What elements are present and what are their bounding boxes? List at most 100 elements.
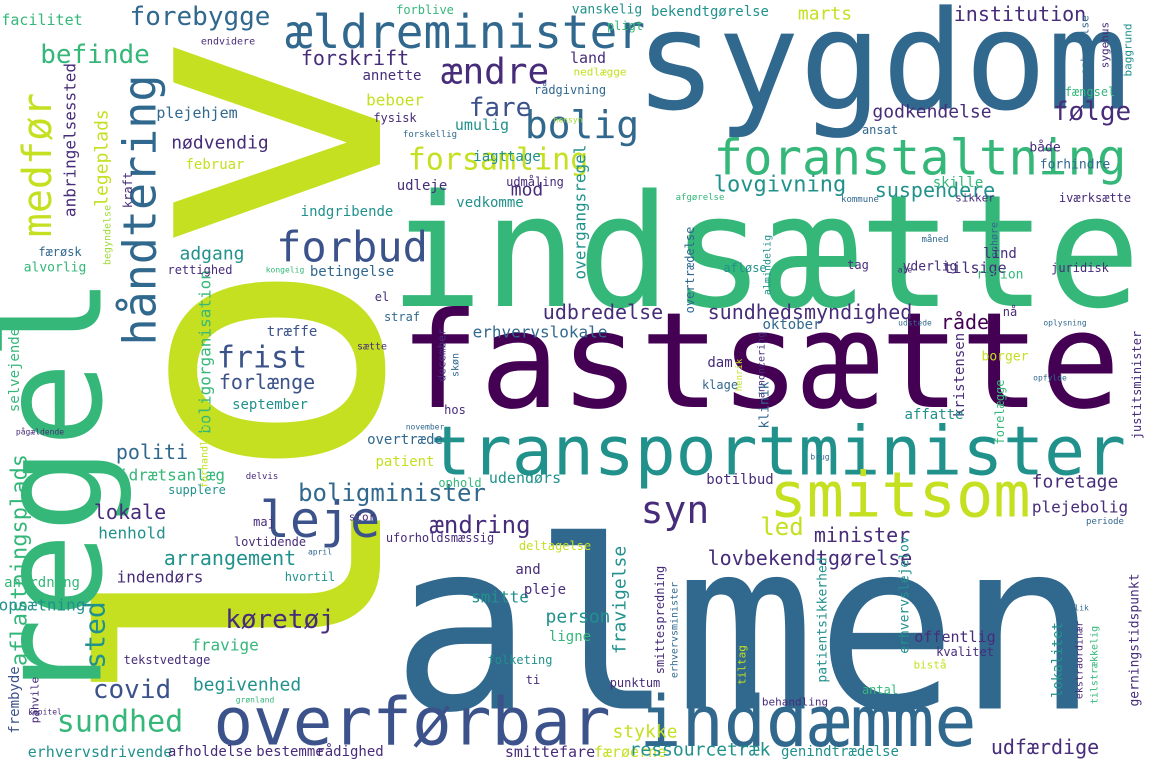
word: erhvervslejelov xyxy=(898,536,913,654)
word: stykke xyxy=(612,722,677,743)
word: grønland xyxy=(236,696,275,705)
word: transportminister xyxy=(430,413,1126,492)
word: klage xyxy=(702,378,738,392)
word: overgangsregel xyxy=(571,145,590,280)
word: sygdom xyxy=(635,0,1130,142)
word: antal xyxy=(862,683,898,697)
word: plejebolig xyxy=(1032,498,1128,517)
word: begyndelse xyxy=(103,205,114,265)
word: brug xyxy=(810,453,829,462)
word: punktum xyxy=(610,676,661,690)
word: lovgivning xyxy=(714,173,846,198)
word: sundhedsmyndighed xyxy=(708,300,913,324)
word: bistå xyxy=(913,659,946,672)
word: region xyxy=(977,268,1024,283)
word: skøn xyxy=(451,353,462,377)
word: tilsige xyxy=(943,259,1006,277)
word: kapitel xyxy=(28,708,62,717)
word: annette xyxy=(362,68,421,84)
word: kvalitet xyxy=(936,645,994,659)
word: forebygge xyxy=(130,2,271,32)
word: fare xyxy=(469,93,532,123)
word: afløse xyxy=(723,261,766,275)
word: rådighed xyxy=(316,743,383,760)
word: el xyxy=(375,290,389,304)
word: nedlægge xyxy=(574,66,627,79)
word: fysisk xyxy=(373,111,417,125)
word: minister xyxy=(814,523,910,547)
word: tekstvedtage xyxy=(124,653,211,667)
word: sygehus xyxy=(1099,22,1112,68)
word: både xyxy=(1029,141,1060,156)
word: træffe xyxy=(267,324,318,340)
word: skille xyxy=(933,175,984,191)
word: sætte xyxy=(357,342,387,353)
word: bekendtgørelse xyxy=(651,4,769,20)
word: smitte xyxy=(471,588,529,607)
word: råde xyxy=(941,310,989,334)
word: ti xyxy=(526,673,540,687)
word: iværksætte xyxy=(1059,191,1131,205)
word: henblik xyxy=(1055,604,1089,613)
word: offentlig xyxy=(914,628,995,646)
word: lovbekendtgørelse xyxy=(708,546,913,570)
word: folketing xyxy=(487,653,552,667)
word: yderlig xyxy=(903,260,958,275)
word: opfylde xyxy=(1033,374,1067,383)
word: anordning xyxy=(4,575,80,591)
word: and xyxy=(515,562,540,578)
word: smittefare xyxy=(505,743,595,761)
word: december xyxy=(436,328,449,381)
word: udfærdige xyxy=(991,735,1099,759)
word: annoncering xyxy=(757,332,768,398)
word: inddæmme xyxy=(639,681,976,763)
word: sundhed xyxy=(57,705,183,740)
word: smittespredning xyxy=(653,566,667,674)
word: vedkomme xyxy=(456,195,523,211)
word: ændring xyxy=(429,511,530,539)
word: leje xyxy=(260,491,380,549)
word: forlænge xyxy=(219,370,315,394)
word: iagttage xyxy=(473,149,540,165)
word: umulig xyxy=(455,116,509,134)
word: betingelse xyxy=(310,264,394,280)
word: marts xyxy=(798,4,852,25)
word: forsamling xyxy=(408,143,589,178)
word: lokalitet xyxy=(1050,622,1066,698)
word: forskellig xyxy=(403,130,457,140)
word: ale xyxy=(898,266,913,275)
word: pleje xyxy=(524,582,566,598)
word: følge xyxy=(1053,97,1131,127)
word: oktober xyxy=(762,317,821,333)
word: ressourcetræk xyxy=(630,740,771,761)
word: tag xyxy=(847,258,869,272)
word: periode xyxy=(1086,517,1124,527)
word: ophold xyxy=(438,476,481,490)
word: institution xyxy=(954,2,1086,26)
word: straf xyxy=(384,310,420,324)
word: forelægge xyxy=(993,379,1007,444)
word: almen xyxy=(391,492,1098,765)
word: februar xyxy=(185,157,244,173)
word: legeplads xyxy=(92,109,113,207)
word: nødvendig xyxy=(171,133,269,154)
word: hos xyxy=(444,403,466,417)
word: fravigelse xyxy=(610,546,631,654)
word: led xyxy=(760,513,803,541)
word: henhold xyxy=(98,524,165,543)
word: juridisk xyxy=(1051,261,1110,275)
word: oplysning xyxy=(1043,319,1087,328)
word: kommune xyxy=(841,195,879,205)
word: forblive xyxy=(396,3,454,17)
word: frist xyxy=(217,341,307,376)
word: tiltag xyxy=(736,645,749,685)
word: supplere xyxy=(168,483,226,497)
word: baggrund xyxy=(1122,24,1135,77)
word: botilbud xyxy=(706,472,773,488)
word: maj xyxy=(253,515,275,529)
word: forhandling xyxy=(200,422,211,488)
word: forbud xyxy=(276,223,428,272)
word: uforholdsmæssig xyxy=(386,531,494,545)
word: ændre xyxy=(441,52,549,93)
